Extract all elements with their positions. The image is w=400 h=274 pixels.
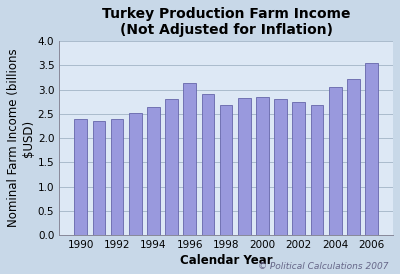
Bar [347, 79, 360, 235]
Bar [311, 105, 323, 235]
Bar [365, 63, 378, 235]
Title: Turkey Production Farm Income
(Not Adjusted for Inflation): Turkey Production Farm Income (Not Adjus… [102, 7, 350, 37]
Bar [256, 97, 269, 235]
Bar [274, 99, 287, 235]
Bar [74, 119, 87, 235]
Bar [92, 121, 105, 235]
Y-axis label: Nominal Farm Income (billions
$USD): Nominal Farm Income (billions $USD) [7, 49, 35, 227]
Bar [165, 99, 178, 235]
Bar [111, 119, 124, 235]
Bar [202, 95, 214, 235]
Bar [329, 87, 342, 235]
Bar [184, 83, 196, 235]
X-axis label: Calendar Year: Calendar Year [180, 254, 272, 267]
Bar [129, 113, 142, 235]
Bar [238, 98, 251, 235]
Bar [292, 102, 305, 235]
Text: © Political Calculations 2007: © Political Calculations 2007 [258, 262, 388, 271]
Bar [147, 107, 160, 235]
Bar [220, 105, 232, 235]
